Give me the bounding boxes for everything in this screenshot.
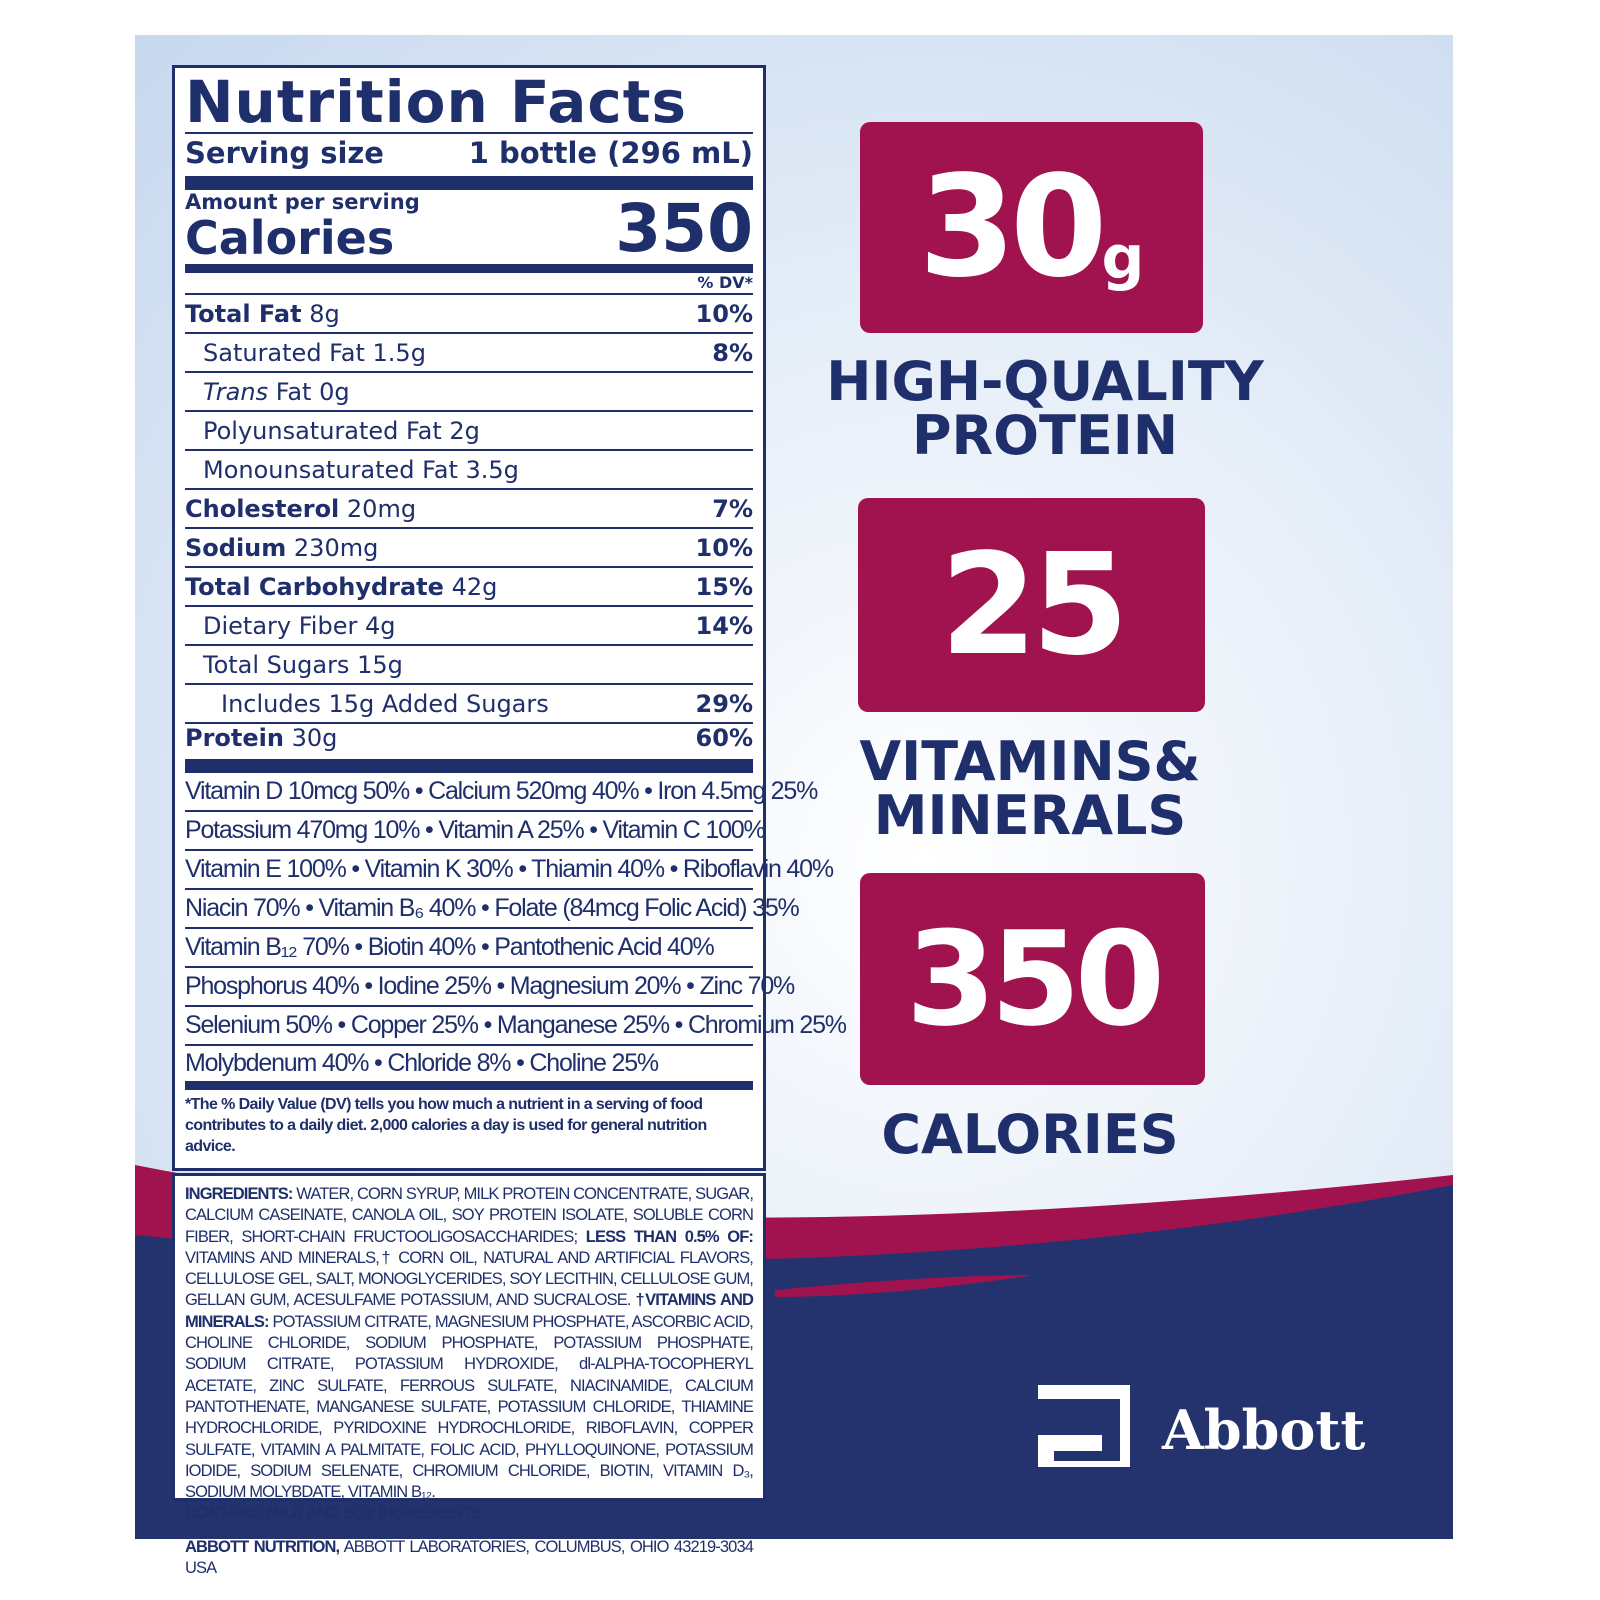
vitamin-line: Vitamin D 10mcg 50% • Calcium 520mg 40% …	[185, 773, 818, 812]
serving-label: Serving size	[185, 136, 384, 170]
abbott-logo-icon	[1038, 1385, 1130, 1467]
nutrient-name: Includes 15g Added Sugars	[185, 690, 549, 718]
vitamins-caption: VITAMINS& MINERALS	[820, 735, 1240, 843]
vitamins-minerals-label: †VITAMINS AND MINERALS:	[185, 1291, 754, 1331]
protein-badge: 30 g	[860, 122, 1203, 333]
nutrient-dv: 8%	[712, 338, 753, 367]
nutrient-name: Dietary Fiber 4g	[185, 612, 395, 640]
nutrient-amount: Fat 0g	[268, 377, 350, 406]
nutrient-name: Trans Fat 0g	[185, 378, 350, 406]
manufacturer-address: ABBOTT LABORATORIES, COLUMBUS, OHIO 4321…	[185, 1537, 754, 1578]
nutrient-bold: Protein	[185, 723, 284, 752]
caption-line: MINERALS	[873, 784, 1187, 847]
vitamin-line: Vitamin B₁₂ 70% • Biotin 40% • Pantothen…	[185, 929, 753, 968]
nutrient-name: Polyunsaturated Fat 2g	[185, 417, 480, 445]
amount-per-serving: Amount per serving	[185, 190, 420, 214]
vitamin-line: Potassium 470mg 10% • Vitamin A 25% • Vi…	[185, 812, 766, 851]
nutrient-name: Total Fat 8g	[185, 300, 340, 328]
protein-unit: g	[1101, 223, 1145, 293]
nutrient-bold: Cholesterol	[185, 494, 340, 523]
nutrient-row: Dietary Fiber 4g 14%	[185, 607, 753, 646]
nutrient-amount: 230mg	[286, 533, 379, 562]
nutrient-row: Protein 30g 60%	[185, 724, 753, 773]
ingredients-panel: INGREDIENTS: WATER, CORN SYRUP, MILK PRO…	[172, 1173, 766, 1577]
brand-name: Abbott	[1162, 1398, 1366, 1462]
nutrient-name: Protein 30g	[185, 724, 337, 752]
nutrient-amount: Polyunsaturated Fat 2g	[203, 416, 480, 445]
allergen-statement: CONTAINS MILK AND SOY INGREDIENTS.	[185, 1504, 486, 1523]
nutrient-dv: 7%	[712, 494, 753, 523]
protein-value: 30	[918, 146, 1108, 309]
dv-footnote: *The % Daily Value (DV) tells you how mu…	[185, 1096, 707, 1155]
calories-badge: 350	[860, 873, 1205, 1085]
nutrient-row: Monounsaturated Fat 3.5g	[185, 451, 753, 490]
nutrient-bold: Total Carbohydrate	[185, 572, 444, 601]
nutrient-bold: Total Fat	[185, 299, 302, 328]
serving-value: 1 bottle (296 mL)	[468, 136, 753, 170]
vitamins-minerals-text: POTASSIUM CITRATE, MAGNESIUM PHOSPHATE, …	[185, 1312, 754, 1502]
nutrient-row: Saturated Fat 1.5g 8%	[185, 334, 753, 373]
vitamins-value: 25	[940, 523, 1129, 687]
nutrient-name: Saturated Fat 1.5g	[185, 339, 426, 367]
vitamin-line: Vitamin E 100% • Vitamin K 30% • Thiamin…	[185, 851, 834, 890]
nutrient-row: Sodium 230mg 10%	[185, 529, 753, 568]
nutrient-row: Cholesterol 20mg 7%	[185, 490, 753, 529]
nutrient-row: Total Sugars 15g	[185, 646, 753, 685]
nutrient-dv: 15%	[695, 572, 753, 601]
nutrient-amount: 8g	[301, 299, 340, 328]
nutrient-row: Total Fat 8g 10%	[185, 295, 753, 334]
less-than-label: LESS THAN 0.5% OF:	[585, 1227, 754, 1246]
vitamin-line: Niacin 70% • Vitamin B₆ 40% • Folate (84…	[185, 890, 800, 929]
manufacturer-name: ABBOTT NUTRITION,	[185, 1537, 340, 1556]
caption-line: VITAMINS&	[859, 730, 1201, 793]
nutrient-amount: 30g	[283, 723, 338, 752]
calories-caption: CALORIES	[830, 1108, 1230, 1162]
nutrient-name: Total Sugars 15g	[185, 651, 403, 679]
nutrient-name: Total Carbohydrate 42g	[185, 573, 497, 601]
nutrient-amount: Total Sugars 15g	[203, 650, 403, 679]
vitamin-line: Molybdenum 40% • Chloride 8% • Choline 2…	[185, 1046, 753, 1090]
caption-line: HIGH-QUALITY	[826, 350, 1264, 413]
vitamin-line: Phosphorus 40% • Iodine 25% • Magnesium …	[185, 968, 795, 1007]
dv-header: % DV*	[185, 273, 753, 295]
nutrient-name: Monounsaturated Fat 3.5g	[185, 456, 519, 484]
protein-caption: HIGH-QUALITY PROTEIN	[820, 355, 1270, 463]
nutrient-italic: Trans	[203, 377, 269, 406]
calories-badge-value: 350	[905, 903, 1165, 1055]
nutrient-dv: 14%	[695, 611, 753, 640]
nutrient-amount: Saturated Fat 1.5g	[203, 338, 426, 367]
nutrient-row: Includes 15g Added Sugars 29%	[185, 685, 753, 724]
nutrition-facts-label: Nutrition Facts Serving size 1 bottle (2…	[172, 65, 847, 1171]
nutrient-amount: 20mg	[339, 494, 417, 523]
ingredients-label: INGREDIENTS:	[185, 1185, 293, 1203]
nutrient-dv: 60%	[695, 723, 753, 752]
nutrient-dv: 10%	[695, 299, 753, 328]
nutrient-row: Polyunsaturated Fat 2g	[185, 412, 753, 451]
nutrient-amount: Monounsaturated Fat 3.5g	[203, 455, 519, 484]
nutrient-row: Total Carbohydrate 42g 15%	[185, 568, 753, 607]
nutrient-amount: 42g	[443, 572, 498, 601]
nutrient-name: Sodium 230mg	[185, 534, 378, 562]
calories-label: Calories	[185, 211, 395, 265]
nutrient-dv: 29%	[695, 689, 753, 718]
caption-line: CALORIES	[881, 1103, 1179, 1166]
nutrient-bold: Sodium	[185, 533, 287, 562]
nutrient-amount: Includes 15g Added Sugars	[221, 689, 549, 718]
nutrient-dv: 10%	[695, 533, 753, 562]
nutrient-amount: Dietary Fiber 4g	[203, 611, 396, 640]
nutrient-name: Cholesterol 20mg	[185, 495, 416, 523]
vitamins-badge: 25	[858, 498, 1205, 712]
calories-row: Amount per serving Calories 350	[185, 190, 753, 273]
ingredients-text: WATER, CORN SYRUP, MILK PROTEIN CONCENTR…	[185, 1185, 754, 1246]
ingredients-text-2: VITAMINS AND MINERALS,† CORN OIL, NATURA…	[185, 1248, 754, 1310]
calories-value: 350	[615, 190, 753, 267]
vitamin-line: Selenium 50% • Copper 25% • Manganese 25…	[185, 1007, 847, 1046]
caption-line: PROTEIN	[911, 404, 1179, 467]
label-title: Nutrition Facts	[185, 68, 687, 136]
abbott-logo: Abbott	[1030, 1385, 1365, 1475]
serving-size: Serving size 1 bottle (296 mL)	[185, 132, 753, 190]
nutrient-row: Trans Fat 0g	[185, 373, 753, 412]
